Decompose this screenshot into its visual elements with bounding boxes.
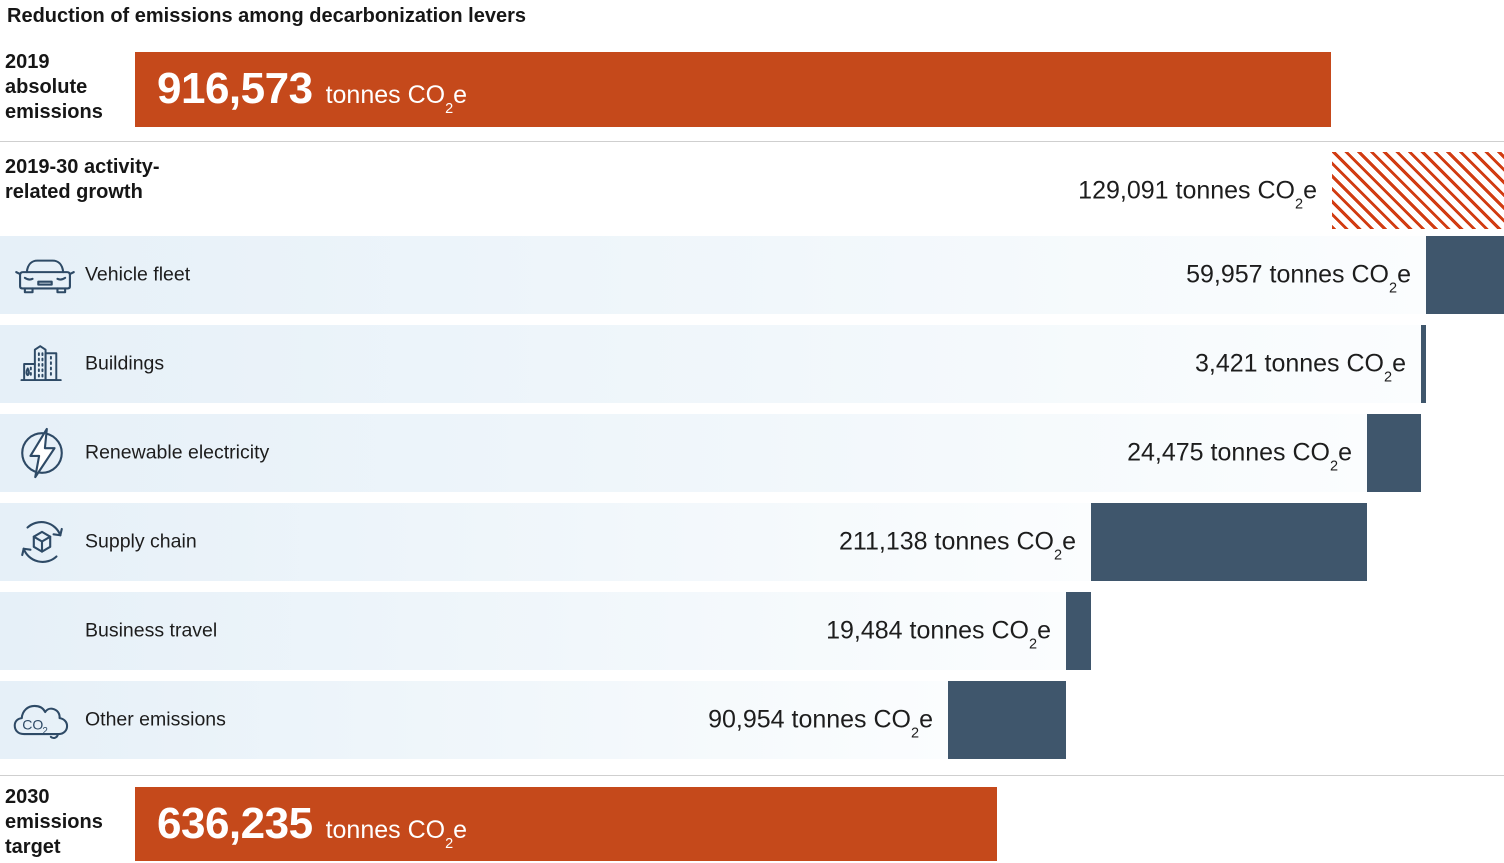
unit-label: tonnes CO2e xyxy=(1210,438,1353,475)
value-other-emissions: 90,954 tonnes CO2e xyxy=(708,705,934,742)
label-activity-related-growth: 2019-30 activity-related growth xyxy=(5,156,160,203)
bar-vehicle-fleet xyxy=(1426,236,1504,314)
value-vehicle-fleet: 59,957 tonnes CO2e xyxy=(1186,260,1412,297)
lever-row-business-travel: Business travel 19,484 tonnes CO2e xyxy=(0,592,1504,670)
lever-label-vehicle-fleet: Vehicle fleet xyxy=(85,263,191,286)
svg-text:2: 2 xyxy=(42,726,47,737)
unit-label: tonnes CO2e xyxy=(325,81,468,118)
bar-2030-emissions-target: 636,235 tonnes CO2e xyxy=(135,787,997,861)
lever-row-vehicle-fleet: Vehicle fleet 59,957 tonnes CO2e xyxy=(0,236,1504,314)
buildings-icon xyxy=(17,339,67,389)
unit-label: tonnes CO2e xyxy=(934,527,1077,564)
bar-activity-related-growth-hatched xyxy=(1332,152,1504,229)
label-2030-emissions-target: 2030 emissions target xyxy=(5,786,103,858)
lever-label-renewable-electricity: Renewable electricity xyxy=(85,441,270,464)
supply-chain-icon xyxy=(15,515,69,569)
bar-buildings xyxy=(1421,325,1426,403)
lever-label-buildings: Buildings xyxy=(85,352,165,375)
value-buildings: 3,421 tonnes CO2e xyxy=(1194,349,1407,386)
separator-line-bottom xyxy=(0,775,1504,776)
unit-label: tonnes CO2e xyxy=(791,705,934,742)
bar-supply-chain xyxy=(1091,503,1367,581)
unit-label: tonnes CO2e xyxy=(1269,260,1412,297)
unit-label: tonnes CO2e xyxy=(1264,349,1407,386)
lever-row-buildings: Buildings 3,421 tonnes CO2e xyxy=(0,325,1504,403)
value-renewable-electricity: 24,475 tonnes CO2e xyxy=(1127,438,1353,475)
lever-row-renewable-electricity: Renewable electricity 24,475 tonnes CO2e xyxy=(0,414,1504,492)
lever-label-business-travel: Business travel xyxy=(85,619,218,642)
label-2019-absolute-emissions: 2019 absolute emissions xyxy=(5,51,103,123)
row-highlight-band xyxy=(0,414,1367,492)
unit-label: tonnes CO2e xyxy=(909,616,1052,653)
bar-other-emissions xyxy=(948,681,1066,759)
value-supply-chain: 211,138 tonnes CO2e xyxy=(839,527,1077,564)
unit-label: tonnes CO2e xyxy=(325,816,468,853)
lightning-icon xyxy=(15,426,69,480)
row-highlight-band xyxy=(0,325,1421,403)
value-2030-emissions-target: 636,235 xyxy=(157,799,313,848)
lever-row-other-emissions: CO 2 Other emissions 90,954 tonnes CO2e xyxy=(0,681,1504,759)
car-icon xyxy=(14,252,76,298)
row-highlight-band xyxy=(0,592,1066,670)
separator-line-top xyxy=(0,141,1504,142)
value-2019-absolute-emissions: 916,573 xyxy=(157,64,313,113)
value-activity-related-growth: 129,091 tonnes CO2e xyxy=(1078,176,1318,213)
row-highlight-band xyxy=(0,236,1426,314)
row-highlight-band xyxy=(0,503,1091,581)
svg-text:CO: CO xyxy=(22,716,43,732)
chart-title: Reduction of emissions among decarboniza… xyxy=(7,5,526,27)
unit-label: tonnes CO2e xyxy=(1175,176,1318,213)
lever-row-supply-chain: Supply chain 211,138 tonnes CO2e xyxy=(0,503,1504,581)
bar-business-travel xyxy=(1066,592,1091,670)
lever-label-supply-chain: Supply chain xyxy=(85,530,197,553)
co2-cloud-icon: CO 2 xyxy=(11,695,71,745)
bar-renewable-electricity xyxy=(1367,414,1421,492)
bar-2019-absolute-emissions: 916,573 tonnes CO2e xyxy=(135,52,1331,127)
value-business-travel: 19,484 tonnes CO2e xyxy=(826,616,1052,653)
row-highlight-band xyxy=(0,681,948,759)
lever-label-other-emissions: Other emissions xyxy=(85,708,226,731)
